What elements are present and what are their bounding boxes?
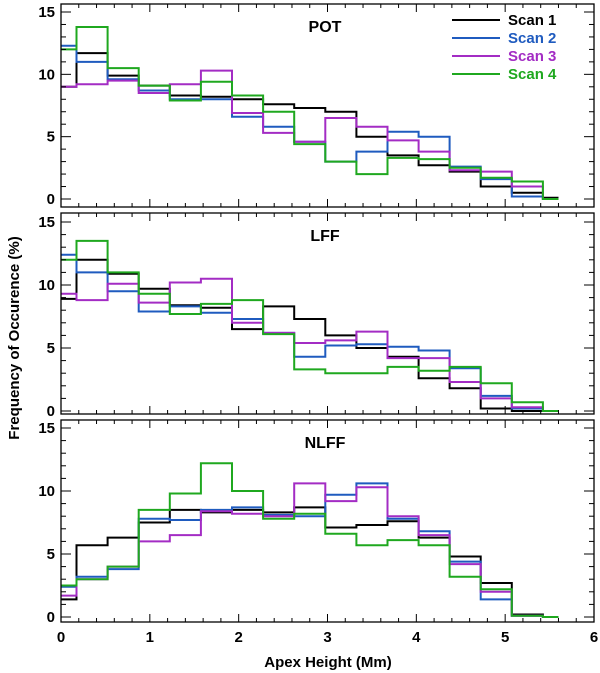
x-tick-label: 6 bbox=[590, 629, 598, 646]
x-axis-label: Apex Height (Mm) bbox=[264, 654, 392, 671]
y-axis-label: Frequency of Occurence (%) bbox=[6, 236, 23, 439]
panel-title: NLFF bbox=[305, 435, 346, 452]
series-nlff-scan-2 bbox=[61, 482, 559, 618]
y-tick-label: 0 bbox=[47, 403, 55, 420]
panels-layer: 0 5 10 15 POT 0 5 10 15 LFF 0 5 10 15 NLFF 0 1 2 3 4 5 6 bbox=[38, 3, 598, 646]
panel-pot: 0 5 10 15 POT bbox=[38, 3, 595, 208]
series-lff-scan-2 bbox=[61, 253, 559, 412]
y-tick-label: 5 bbox=[47, 546, 55, 563]
panel-lff: 0 5 10 15 LFF bbox=[38, 212, 595, 420]
x-tick-label: 1 bbox=[146, 629, 154, 646]
y-tick-label: 10 bbox=[38, 483, 55, 500]
x-tick-label: 4 bbox=[412, 629, 421, 646]
series-lff-scan-3 bbox=[61, 277, 559, 412]
y-tick-label: 10 bbox=[38, 277, 55, 294]
y-tick-label: 0 bbox=[47, 609, 55, 626]
x-tick-label: 0 bbox=[57, 629, 65, 646]
panel-title: POT bbox=[309, 19, 342, 36]
y-tick-label: 10 bbox=[38, 66, 55, 83]
series-lff-scan-1 bbox=[61, 258, 559, 412]
legend-label: Scan 3 bbox=[508, 48, 556, 65]
series-nlff-scan-3 bbox=[61, 482, 559, 618]
y-tick-label: 5 bbox=[47, 129, 55, 146]
series-pot-scan-4 bbox=[61, 26, 559, 200]
y-tick-label: 15 bbox=[38, 214, 55, 231]
y-tick-label: 15 bbox=[38, 420, 55, 437]
panel-nlff: 0 5 10 15 NLFF bbox=[38, 419, 595, 626]
x-tick-label: 3 bbox=[323, 629, 331, 646]
y-tick-label: 5 bbox=[47, 340, 55, 357]
y-tick-label: 15 bbox=[38, 4, 55, 21]
panel-title: LFF bbox=[310, 228, 340, 245]
x-tick-label: 2 bbox=[234, 629, 242, 646]
legend-label: Scan 1 bbox=[508, 12, 556, 29]
series-nlff-scan-1 bbox=[61, 506, 559, 618]
x-tick-label: 5 bbox=[501, 629, 509, 646]
series-lff-scan-4 bbox=[61, 239, 559, 412]
legend-label: Scan 2 bbox=[508, 30, 556, 47]
x-tick-labels: 0 1 2 3 4 5 6 bbox=[57, 629, 598, 646]
series-nlff-scan-4 bbox=[61, 462, 559, 618]
y-tick-label: 0 bbox=[47, 191, 55, 208]
legend-label: Scan 4 bbox=[508, 66, 557, 83]
